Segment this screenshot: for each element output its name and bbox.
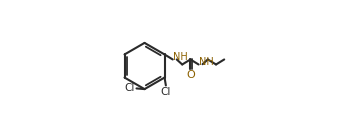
Text: Cl: Cl	[161, 87, 171, 97]
Text: Cl: Cl	[124, 83, 135, 93]
Text: O: O	[187, 70, 195, 80]
Text: NH: NH	[173, 52, 188, 62]
Text: NH: NH	[199, 57, 214, 67]
